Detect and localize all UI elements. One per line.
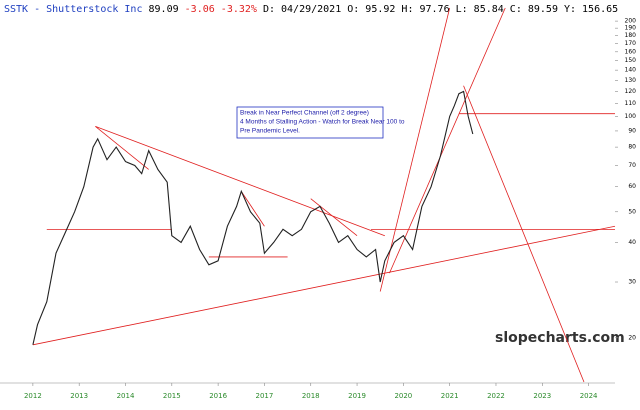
- trendline: [32, 225, 616, 346]
- y-tick-label: 140: [625, 67, 637, 74]
- x-tick-label: 2012: [24, 392, 42, 400]
- annotation-line: 4 Months of Stalling Action - Watch for …: [240, 119, 405, 126]
- x-tick-label: 2020: [394, 392, 412, 400]
- y-tick-label: 120: [625, 88, 637, 95]
- trendline: [240, 191, 265, 227]
- trendline: [95, 126, 385, 237]
- x-tick-label: 2016: [209, 392, 227, 400]
- trendline: [379, 7, 451, 292]
- x-tick-label: 2019: [348, 392, 366, 400]
- y-tick-label: 110: [625, 100, 637, 107]
- last-price: 89.09: [149, 4, 179, 15]
- price-line: [32, 90, 474, 345]
- x-tick-label: 2024: [580, 392, 598, 400]
- y-tick-label: 60: [628, 183, 636, 190]
- y-tick-label: 70: [628, 162, 636, 169]
- x-tick-label: 2018: [302, 392, 320, 400]
- x-tick-label: 2013: [70, 392, 88, 400]
- y-tick-label: 50: [628, 208, 636, 215]
- x-tick-label: 2022: [487, 392, 505, 400]
- y-tick-label: 200: [625, 18, 637, 25]
- y-tick-label: 90: [628, 127, 636, 134]
- y-tick-label: 20: [628, 334, 636, 341]
- y-tick-label: 80: [628, 144, 636, 151]
- change: -3.06: [185, 4, 215, 15]
- trendline: [463, 85, 585, 383]
- y-tick-label: 100: [625, 113, 637, 120]
- annotation-line: Break in Near Perfect Channel (off 2 deg…: [240, 110, 369, 117]
- y-tick-label: 130: [625, 77, 637, 84]
- x-tick-label: 2017: [256, 392, 274, 400]
- x-tick-label: 2021: [441, 392, 459, 400]
- y-tick-label: 180: [625, 32, 637, 39]
- y-tick-label: 40: [628, 239, 636, 246]
- y-tick-label: 190: [625, 25, 637, 32]
- y-tick-label: 30: [628, 279, 636, 286]
- trendline: [389, 7, 506, 274]
- trendline: [95, 126, 149, 170]
- annotation-line: Pre Pandemic Level.: [240, 128, 300, 135]
- annotation-box: [236, 106, 384, 139]
- symbol: SSTK - Shutterstock Inc: [4, 4, 142, 15]
- change-pct: -3.32%: [221, 4, 257, 15]
- watermark: slopecharts.com: [495, 330, 625, 346]
- y-tick-label: 160: [625, 48, 637, 55]
- header: SSTK - Shutterstock Inc 89.09 -3.06 -3.3…: [4, 4, 618, 15]
- trendline: [310, 198, 358, 237]
- x-tick-label: 2015: [163, 392, 181, 400]
- y-tick-label: 150: [625, 57, 637, 64]
- x-tick-label: 2014: [117, 392, 135, 400]
- x-tick-label: 2023: [533, 392, 551, 400]
- ohlc: D: 04/29/2021 O: 95.92 H: 97.76 L: 85.84…: [263, 4, 618, 15]
- y-tick-label: 170: [625, 40, 637, 47]
